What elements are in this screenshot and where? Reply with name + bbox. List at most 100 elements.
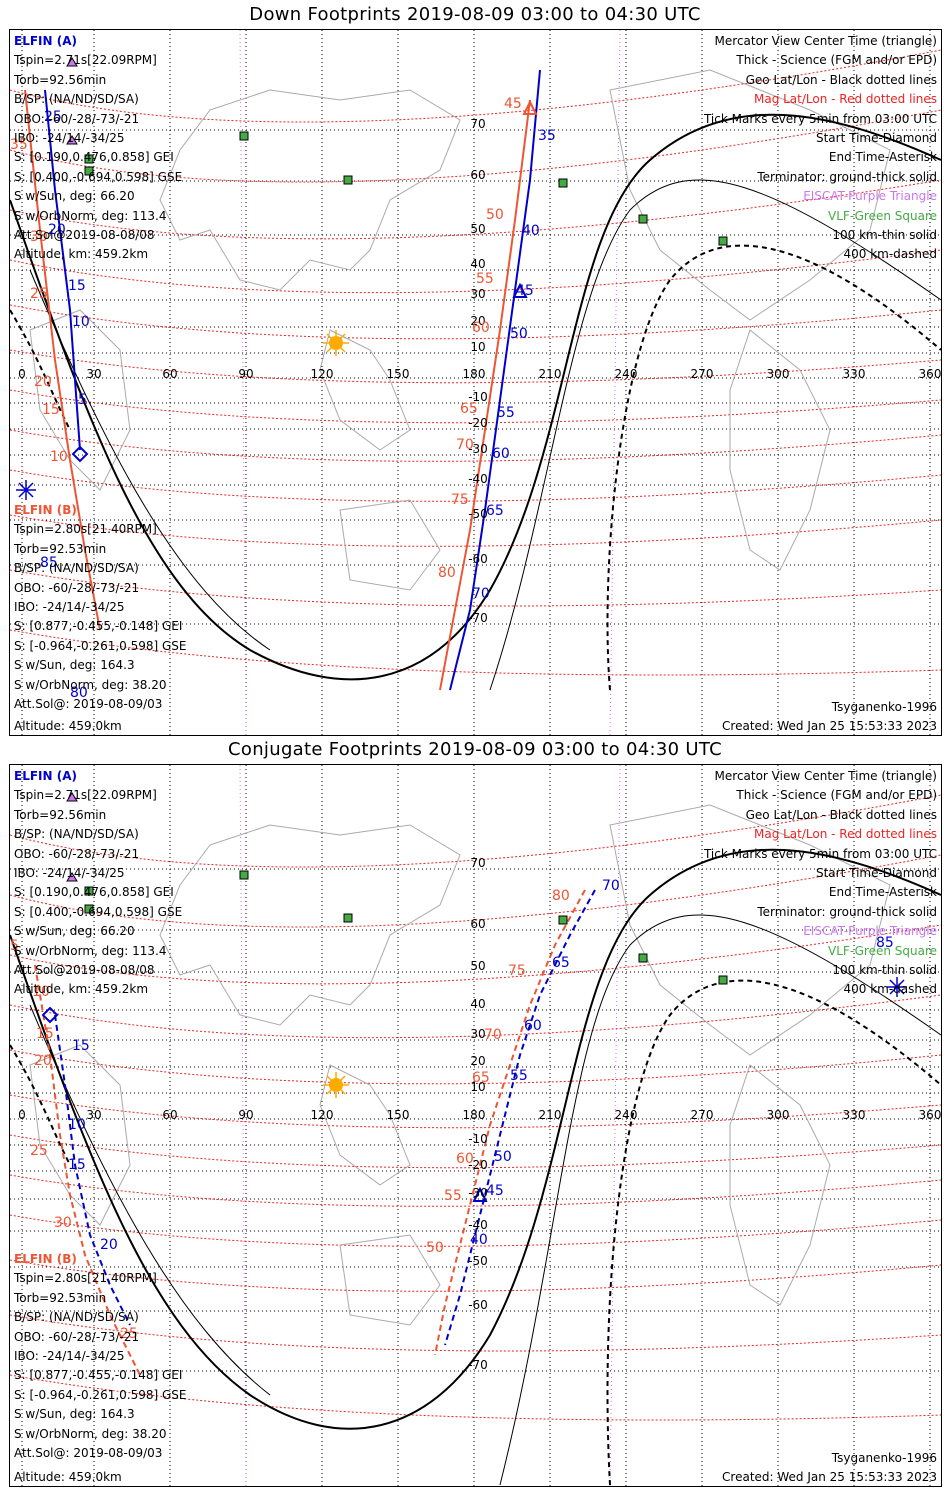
track-label: 10 (68, 1117, 86, 1133)
tick-label: 60 (162, 1108, 177, 1122)
track-labels: 15 10 15 20 70 65 60 55 50 45 40 85 5 10… (10, 878, 894, 1342)
track-labels: 25 20 15 10 5 35 40 45 50 55 60 65 70 80… (10, 96, 556, 701)
info-line: OBO: -60/-28/-73/-21 (14, 846, 140, 861)
tick-label: 120 (311, 367, 334, 381)
info-line: Torb=92.53min (14, 541, 107, 556)
tick-label: 270 (691, 1108, 714, 1122)
track-label: 40 (522, 223, 540, 239)
tick-label: -60 (468, 552, 488, 566)
tick-label: -20 (468, 416, 488, 430)
info-line: Altitude, km: 459.2km (14, 982, 149, 997)
lon-tick-labels: 0 30 60 90 120 150 180 210 240 270 300 330 360 (18, 1108, 941, 1122)
legend-item: Terminator: ground-thick solid (757, 169, 937, 184)
panel-title-down: Down Footprints 2019-08-09 03:00 to 04:3… (249, 4, 701, 25)
info-line: S w/Sun, deg: 66.20 (14, 189, 135, 204)
legend-item: Geo Lat/Lon - Black dotted lines (745, 72, 937, 87)
info-line: OBO: -60/-28/-73/-21 (14, 580, 140, 595)
track-label: 85 (876, 935, 894, 951)
info-line: IBO: -24/14/-34/25 (14, 865, 125, 880)
sun-marker (323, 330, 349, 356)
legend-item: Mercator View Center Time (triangle) (714, 769, 937, 783)
info-line: S: [0.400,-0.694,0.598] GSE (14, 904, 183, 919)
tick-label: 360 (919, 1108, 941, 1122)
legend-item: Mag Lat/Lon - Red dotted lines (753, 92, 937, 107)
info-line: S: [-0.964,-0.261,0.598] GSE (14, 638, 187, 653)
tick-label: 10 (470, 1080, 485, 1094)
map-conjugate-footprints[interactable]: 0 30 60 90 120 150 180 210 240 270 300 330 360 70 60 5… (9, 764, 942, 1487)
legend-item: Start Time-Diamond (815, 130, 937, 145)
info-line: IBO: -24/14/-34/25 (14, 1348, 125, 1363)
track-label: 65 (472, 1070, 490, 1086)
track-label: 35 (10, 137, 28, 153)
map-down-footprints[interactable]: 0 30 60 90 120 150 180 210 240 270 300 330 360 70 60 5… (9, 29, 942, 736)
info-line: B/SP: (NA/ND/SD/SA) (14, 1310, 139, 1325)
track-label: 65 (486, 503, 504, 519)
tick-label: -20 (468, 1158, 488, 1172)
elfin-b-header: ELFIN (B) (14, 1252, 77, 1266)
info-line: S w/Sun, deg: 164.3 (14, 658, 135, 673)
tick-label: 330 (843, 1108, 866, 1122)
track-label: 60 (524, 1018, 542, 1034)
info-line: S: [0.877,-0.455,-0.148] GEI (14, 619, 183, 634)
tick-label: 360 (919, 367, 941, 381)
tick-label: 30 (470, 287, 485, 301)
info-line: S: [0.877,-0.455,-0.148] GEI (14, 1368, 183, 1383)
track-label: 75 (451, 492, 469, 508)
legend-item: End Time-Asterisk (828, 885, 937, 900)
elfin-a-track (54, 889, 596, 1346)
info-line: Att.Sol@: 2019-08-09/03 (14, 1445, 163, 1460)
tick-label: 70 (470, 856, 485, 870)
eiscat-triangles (66, 792, 78, 882)
track-label: 25 (30, 286, 48, 302)
track-label: 50 (486, 207, 504, 223)
info-line: Tspin=2.80s[21.40RPM] (14, 522, 157, 537)
vlf-markers (84, 870, 728, 985)
info-line: Tspin=2.71s[22.09RPM] (14, 53, 157, 68)
legend-item: Geo Lat/Lon - Black dotted lines (745, 807, 937, 822)
tick-label: 210 (539, 367, 562, 381)
track-label: 65 (460, 401, 478, 417)
tick-label: 30 (470, 1027, 485, 1041)
legend: Mercator View Center Time (triangle) Thi… (704, 32, 937, 265)
info-line: B/SP: (NA/ND/SD/SA) (14, 561, 139, 576)
track-label: 75 (508, 963, 526, 979)
track-label: 55 (444, 1188, 462, 1204)
tick-label: -30 (468, 1186, 488, 1200)
lon-tick-labels: 0 30 60 90 120 150 180 210 240 270 300 330 360 (18, 367, 941, 381)
legend-item: Mag Lat/Lon - Red dotted lines (753, 827, 937, 842)
track-label: 70 (602, 878, 620, 894)
markers (41, 977, 907, 1202)
tick-label: -30 (468, 442, 488, 456)
eiscat-lines (239, 765, 621, 1486)
info-line: B/SP: (NA/ND/SD/SA) (14, 827, 139, 842)
elfin-b-track (24, 89, 531, 691)
track-label: 70 (484, 1027, 502, 1043)
info-line: Altitude, km: 459.2km (14, 247, 149, 262)
tick-label: 150 (387, 367, 410, 381)
model-name: Tsyganenko-1996 (831, 700, 937, 714)
tick-label: -40 (468, 472, 488, 486)
legend-item: EISCAT-Purple Triangle (803, 924, 937, 939)
track-label: 15 (72, 1038, 90, 1054)
elfin-a-info: ELFIN (A) Tspin=2.71s[22.09RPM] Torb=92.… (14, 32, 182, 265)
track-label: 60 (456, 1151, 474, 1167)
track-label: 25 (30, 1143, 48, 1159)
tick-label: 210 (539, 1108, 562, 1122)
info-line: OBO: -60/-28/-73/-21 (14, 111, 140, 126)
legend-item: VLF-Green Square (828, 943, 937, 958)
legend-item: Tick Marks every 5min from 03:00 UTC (703, 111, 937, 126)
model-name: Tsyganenko-1996 (831, 1451, 937, 1465)
info-line: S: [-0.964,-0.261,0.598] GSE (14, 1387, 187, 1402)
tick-label: 300 (767, 367, 790, 381)
tick-label: 0 (18, 1108, 26, 1122)
track-label: 45 (486, 1183, 504, 1199)
eiscat-lines (239, 30, 621, 735)
track-label: 45 (504, 96, 522, 112)
track-label: 60 (472, 320, 490, 336)
legend-item: 400 km-dashed (843, 247, 937, 262)
elfin-a-info: ELFIN (A) Tspin=2.71s[22.09RPM] Torb=92.… (14, 767, 182, 1000)
legend-item: Tick Marks every 5min from 03:00 UTC (703, 846, 937, 861)
track-label: 20 (100, 1237, 118, 1253)
mag-grid (10, 49, 941, 676)
legend: Mercator View Center Time (triangle) Thi… (704, 767, 937, 1000)
